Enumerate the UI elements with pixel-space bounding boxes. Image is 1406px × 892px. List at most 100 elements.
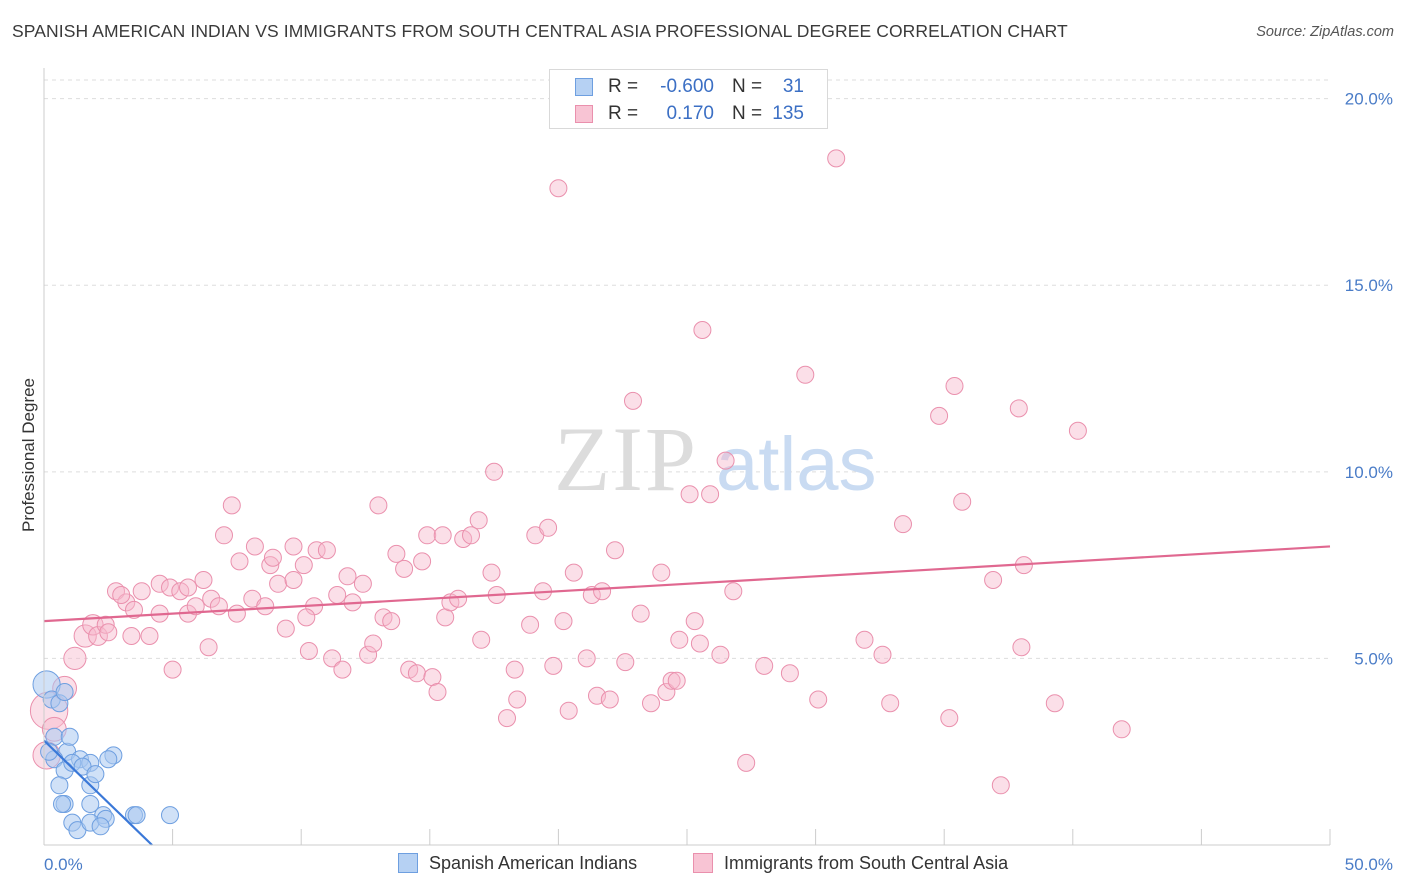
point-spanish-american-indians <box>127 806 146 825</box>
point-immigrants-south-central-asia <box>215 526 233 545</box>
point-immigrants-south-central-asia <box>670 630 689 649</box>
point-immigrants-south-central-asia <box>323 649 342 668</box>
legend-swatch-blue <box>398 853 418 873</box>
point-immigrants-south-central-asia <box>299 642 318 660</box>
x-tick-label: 50.0% <box>1345 855 1393 874</box>
point-spanish-american-indians <box>60 727 79 746</box>
point-immigrants-south-central-asia <box>1012 638 1031 657</box>
point-immigrants-south-central-asia <box>593 582 612 601</box>
point-immigrants-south-central-asia <box>827 149 846 168</box>
point-immigrants-south-central-asia <box>359 645 378 664</box>
point-immigrants-south-central-asia <box>716 451 735 470</box>
point-immigrants-south-central-asia <box>449 589 468 608</box>
point-immigrants-south-central-asia <box>186 597 205 616</box>
point-immigrants-south-central-asia <box>194 571 213 589</box>
point-immigrants-south-central-asia <box>307 541 326 560</box>
point-immigrants-south-central-asia <box>616 653 635 672</box>
point-immigrants-south-central-asia <box>564 563 583 582</box>
point-immigrants-south-central-asia <box>606 541 624 560</box>
series-legend: Spanish American Indians Immigrants from… <box>0 852 1406 878</box>
point-immigrants-south-central-asia <box>690 634 709 653</box>
point-immigrants-south-central-asia <box>505 660 524 679</box>
point-immigrants-south-central-asia <box>222 496 241 515</box>
point-immigrants-south-central-asia <box>498 709 516 728</box>
axes: 5.0% 10.0% 15.0% 20.0% 0.0% 50.0% <box>43 68 1393 874</box>
point-immigrants-south-central-asia <box>294 556 313 575</box>
point-spanish-american-indians <box>91 817 110 836</box>
correlation-legend: R = -0.600 N = 31 R = 0.170 N = 135 <box>549 69 828 129</box>
point-immigrants-south-central-asia <box>737 753 756 772</box>
point-immigrants-south-central-asia <box>338 567 357 586</box>
point-immigrants-south-central-asia <box>179 578 197 597</box>
trendline-spanish-american-indians <box>43 739 153 846</box>
legend-n-label: N = <box>732 76 763 97</box>
legend-r-label: R = <box>608 103 639 124</box>
point-immigrants-south-central-asia <box>652 563 671 582</box>
legend-label: Immigrants from South Central Asia <box>724 853 1009 873</box>
point-immigrants-south-central-asia <box>418 526 437 545</box>
point-spanish-american-indians <box>50 776 69 795</box>
point-immigrants-south-central-asia <box>462 526 480 545</box>
point-spanish-american-indians <box>55 683 74 701</box>
legend-n-label: N = <box>732 103 763 124</box>
watermark-zip: ZIP <box>554 408 698 510</box>
point-immigrants-south-central-asia <box>582 586 601 604</box>
source-credit: Source: ZipAtlas.com <box>1256 24 1394 40</box>
point-immigrants-south-central-asia <box>387 544 406 563</box>
point-immigrants-south-central-asia <box>82 614 104 636</box>
legend-r-value: -0.600 <box>660 76 714 97</box>
y-tick-label: 10.0% <box>1345 463 1393 482</box>
point-immigrants-south-central-asia <box>873 645 892 664</box>
grid-lines <box>44 79 1330 659</box>
legend-n-value: 31 <box>782 76 804 97</box>
point-immigrants-south-central-asia <box>755 656 774 675</box>
watermark: ZIP atlas <box>554 408 877 510</box>
point-immigrants-south-central-asia <box>96 615 115 634</box>
point-immigrants-south-central-asia <box>132 582 151 601</box>
point-immigrants-south-central-asia <box>317 541 336 560</box>
point-immigrants-south-central-asia <box>724 582 743 601</box>
point-immigrants-south-central-asia <box>261 556 280 575</box>
y-tick-label: 5.0% <box>1354 649 1393 668</box>
point-immigrants-south-central-asia <box>328 586 347 604</box>
point-immigrants-south-central-asia <box>662 671 681 690</box>
point-immigrants-south-central-asia <box>269 574 288 593</box>
point-immigrants-south-central-asia <box>544 656 563 675</box>
point-immigrants-south-central-asia <box>88 626 108 646</box>
point-immigrants-south-central-asia <box>991 776 1010 795</box>
point-immigrants-south-central-asia <box>263 548 282 567</box>
point-immigrants-south-central-asia <box>276 619 295 638</box>
point-spanish-american-indians <box>53 795 71 813</box>
point-immigrants-south-central-asia <box>984 571 1003 589</box>
point-immigrants-south-central-asia <box>245 537 264 556</box>
point-immigrants-south-central-asia <box>521 615 540 634</box>
point-immigrants-south-central-asia <box>809 690 828 709</box>
y-tick-label: 15.0% <box>1345 276 1393 295</box>
legend-label: Spanish American Indians <box>429 853 638 873</box>
point-immigrants-south-central-asia <box>796 365 815 384</box>
point-immigrants-south-central-asia <box>407 664 426 683</box>
series-spanish-american-indians <box>32 670 179 840</box>
point-immigrants-south-central-asia <box>657 683 676 701</box>
point-immigrants-south-central-asia <box>382 612 401 631</box>
point-immigrants-south-central-asia <box>284 571 303 589</box>
legend-r-label: R = <box>608 76 639 97</box>
point-immigrants-south-central-asia <box>539 518 558 537</box>
legend-swatch-pink <box>575 105 593 123</box>
point-immigrants-south-central-asia <box>1112 720 1131 739</box>
chart-title: SPANISH AMERICAN INDIAN VS IMMIGRANTS FR… <box>12 21 1068 41</box>
y-tick-label: 20.0% <box>1345 90 1393 109</box>
point-immigrants-south-central-asia <box>559 701 578 720</box>
point-immigrants-south-central-asia <box>554 612 573 631</box>
point-immigrants-south-central-asia <box>930 406 949 425</box>
legend-row-pink: R = 0.170 N = 135 <box>550 101 827 127</box>
point-immigrants-south-central-asia <box>428 683 447 701</box>
point-spanish-american-indians <box>86 765 105 784</box>
point-immigrants-south-central-asia <box>701 485 720 504</box>
point-immigrants-south-central-asia <box>163 660 182 679</box>
point-immigrants-south-central-asia <box>161 578 179 597</box>
legend-swatch-blue <box>575 78 593 96</box>
point-immigrants-south-central-asia <box>894 515 912 534</box>
trend-lines <box>43 545 1331 846</box>
